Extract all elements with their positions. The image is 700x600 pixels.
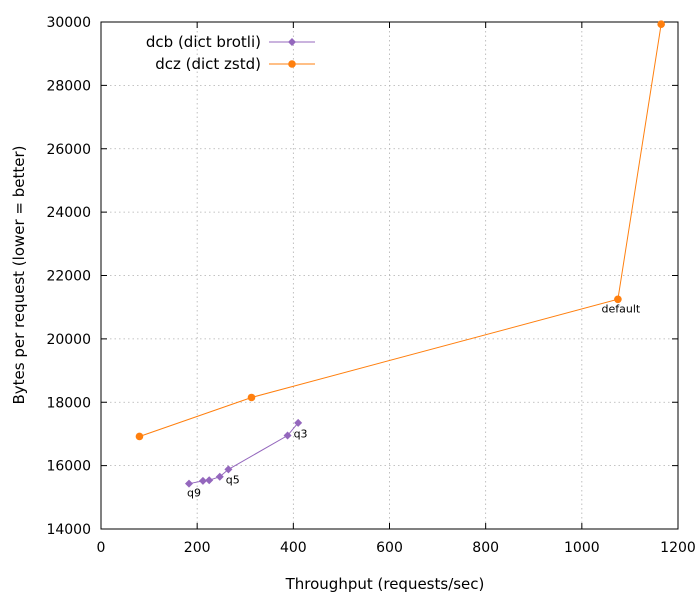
legend-item-dcz: dcz (dict zstd) <box>155 55 315 73</box>
series-dcb: q3 q5 q9 <box>184 418 308 500</box>
y-tick-label: 18000 <box>46 395 91 411</box>
legend-item-dcb: dcb (dict brotli) <box>146 33 315 51</box>
data-point-dcb <box>198 476 207 485</box>
y-tick-label: 26000 <box>46 142 91 158</box>
data-point-dcz <box>135 432 144 441</box>
x-tick-label: 1000 <box>564 540 600 556</box>
y-tick-label: 16000 <box>46 459 91 475</box>
y-axis-title: Bytes per request (lower = better) <box>10 145 28 404</box>
x-tick-label: 800 <box>472 540 499 556</box>
x-axis-title: Throughput (requests/sec) <box>285 575 485 593</box>
point-label-default: default <box>602 302 641 315</box>
y-tick-label: 22000 <box>46 269 91 285</box>
legend-label-dcb: dcb (dict brotli) <box>146 33 261 51</box>
legend-marker-dcz <box>288 60 296 68</box>
x-tick-label: 1200 <box>660 540 696 556</box>
y-tick-label: 24000 <box>46 205 91 221</box>
point-label-q3: q3 <box>294 428 308 441</box>
series-layer: q3 q5 q9 default <box>135 20 665 500</box>
legend-marker-dcb <box>288 38 296 46</box>
series-line-dcz <box>139 24 662 437</box>
data-point-dcz <box>247 393 256 402</box>
x-tick-label: 600 <box>376 540 403 556</box>
axes: 0 200 400 600 800 1000 1200 14000 16000 18000 2000… <box>46 15 695 556</box>
y-tick-label: 30000 <box>46 15 91 31</box>
data-point-dcb <box>215 472 224 481</box>
series-dcz: default <box>135 20 665 441</box>
data-point-dcz <box>614 295 622 304</box>
data-point-dcb <box>184 479 193 488</box>
legend: dcb (dict brotli) dcz (dict zstd) <box>146 33 315 73</box>
y-tick-label: 20000 <box>46 332 91 348</box>
data-point-dcb <box>283 431 292 440</box>
y-tick-label: 14000 <box>46 522 91 538</box>
data-point-dcb <box>224 465 233 474</box>
y-tick-label: 28000 <box>46 78 91 94</box>
point-label-q9: q9 <box>187 487 201 500</box>
data-point-dcz <box>657 20 665 29</box>
grid <box>101 22 678 529</box>
point-label-q5: q5 <box>226 474 240 487</box>
x-tick-label: 0 <box>97 540 106 556</box>
data-point-dcb <box>205 476 214 485</box>
data-point-dcb <box>294 418 303 427</box>
legend-label-dcz: dcz (dict zstd) <box>155 55 261 73</box>
x-tick-label: 400 <box>280 540 307 556</box>
x-tick-label: 200 <box>184 540 211 556</box>
